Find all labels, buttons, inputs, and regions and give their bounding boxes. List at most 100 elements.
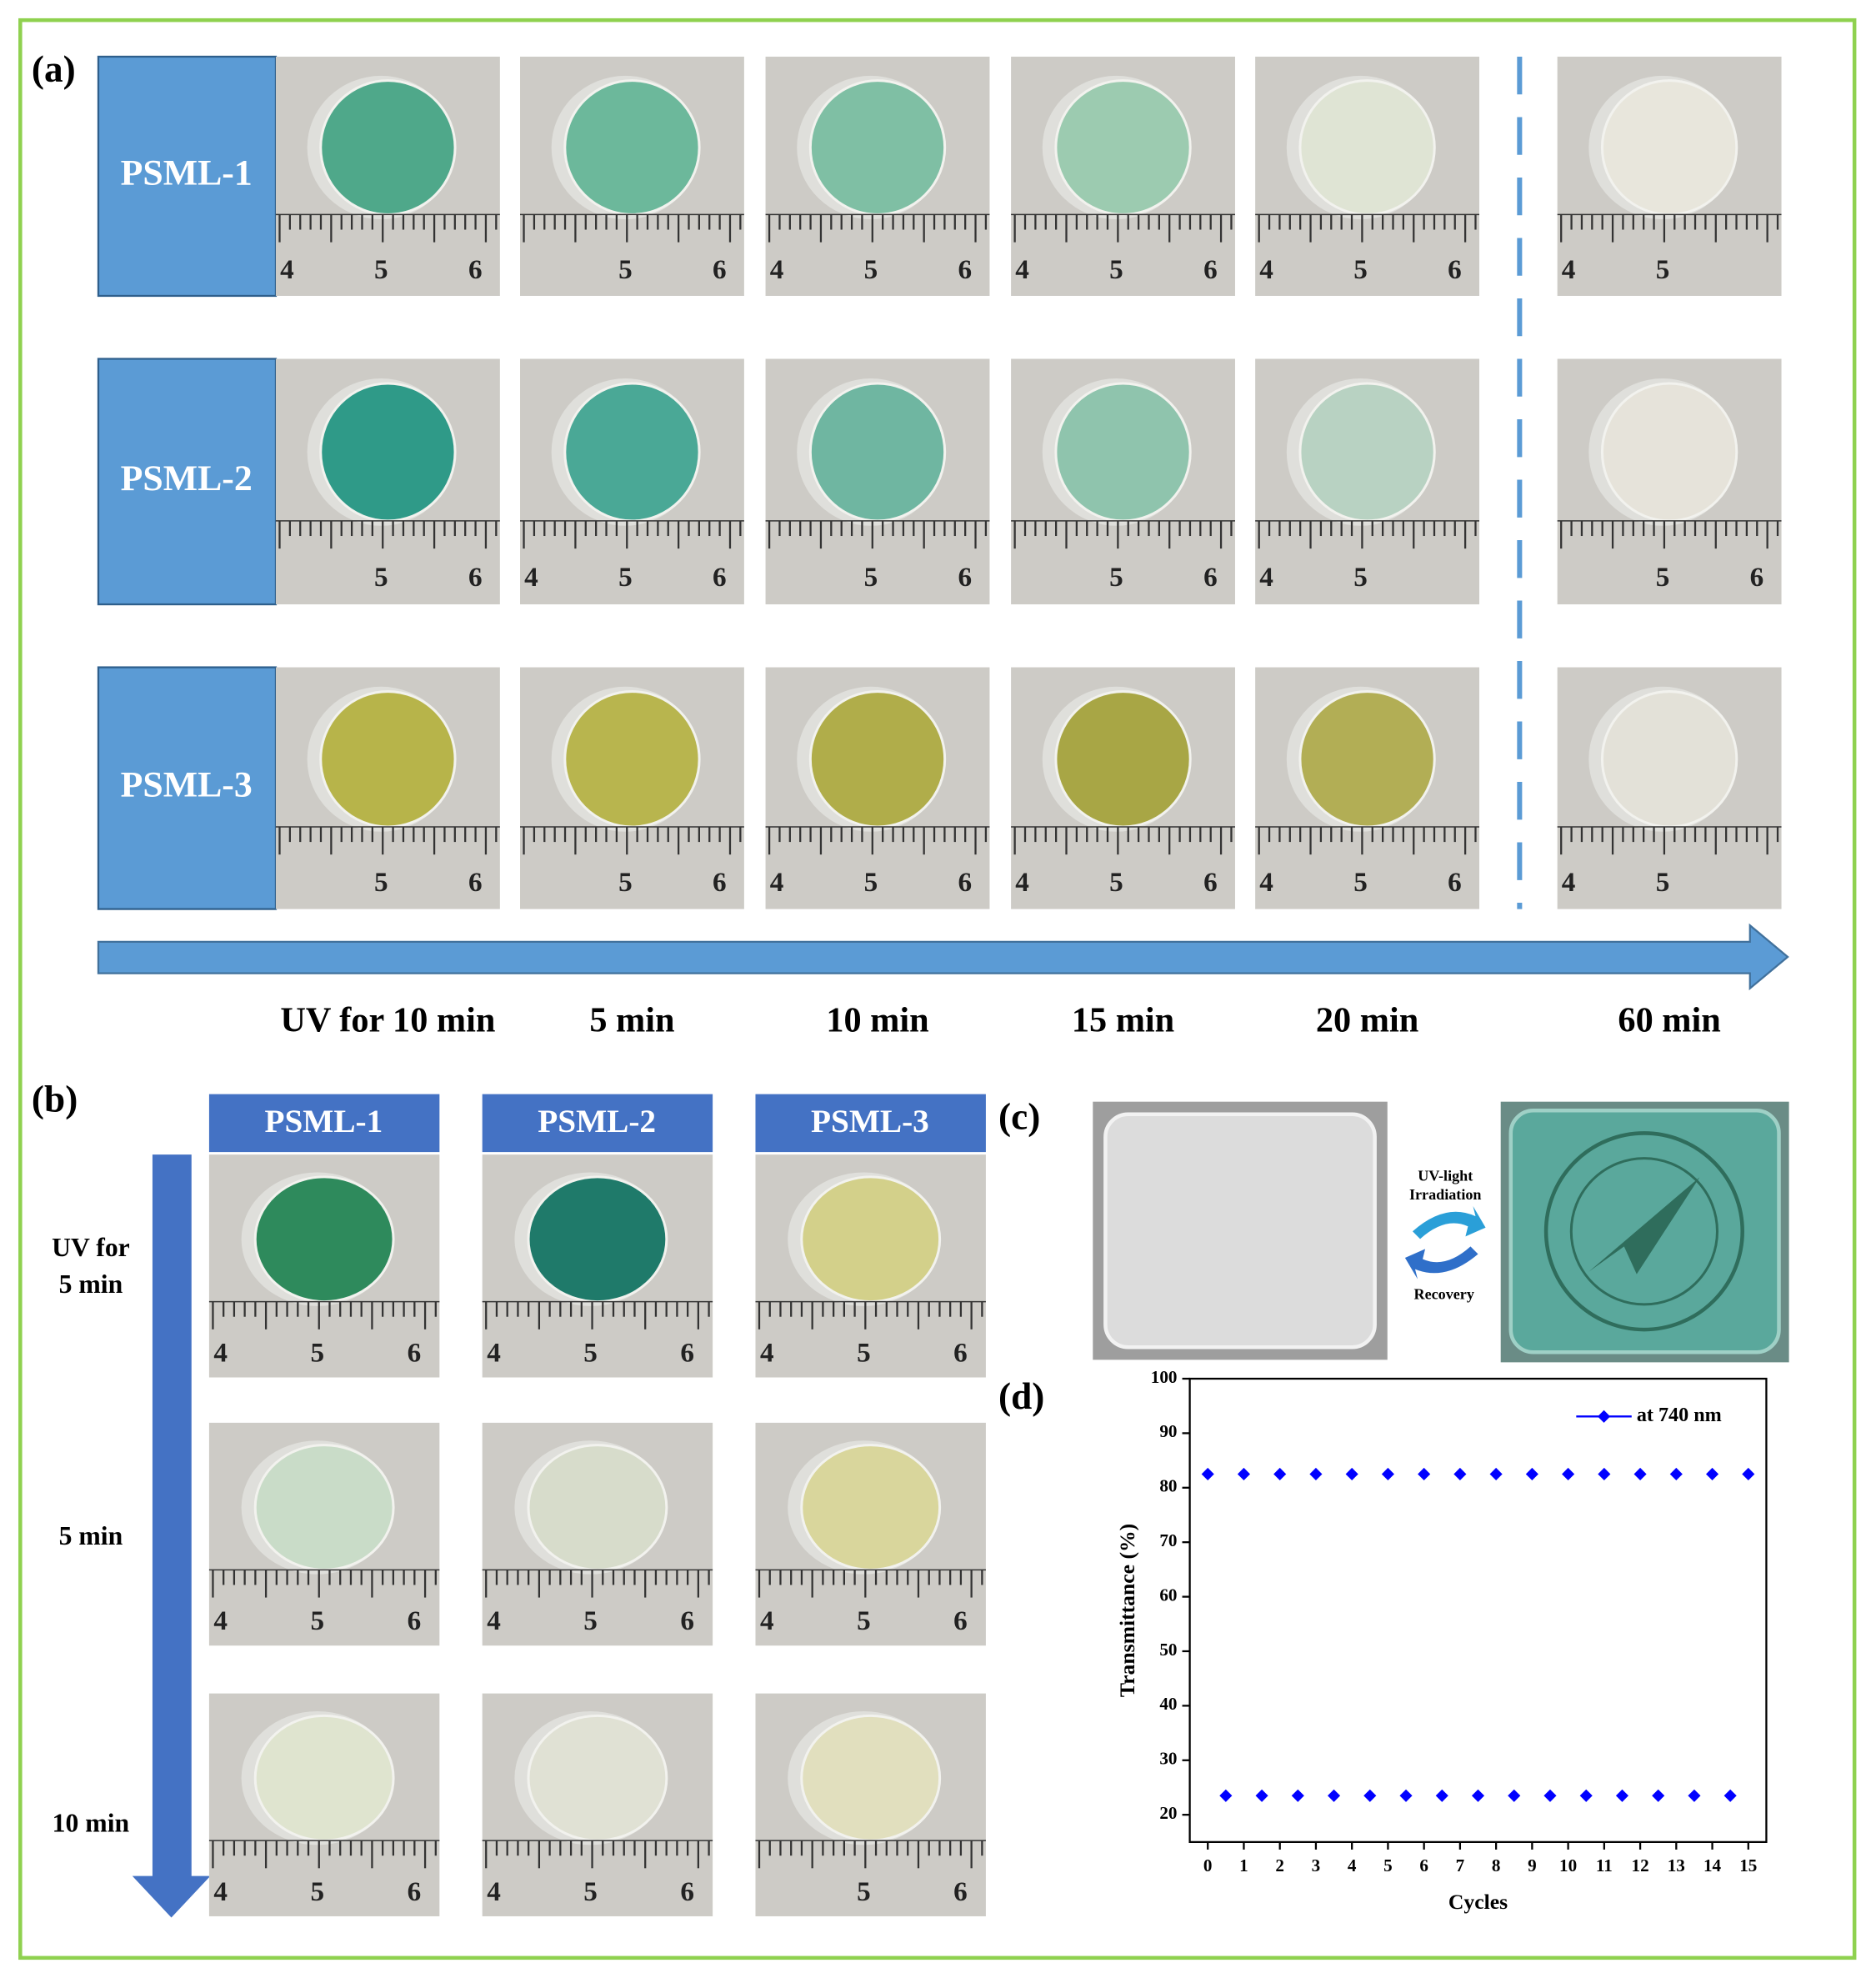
x-tick-label: 6 [1419, 1855, 1428, 1875]
ruler-label: 5 [583, 1876, 598, 1907]
photo-disc [527, 1444, 668, 1571]
time-label: 10 min [826, 1001, 928, 1040]
cycle-arrow [1404, 1246, 1478, 1279]
ruler-label: 6 [408, 1605, 422, 1636]
photo-disc [253, 1714, 395, 1842]
point [1579, 1789, 1593, 1802]
point [1471, 1789, 1485, 1802]
time-label: UV for 10 min [280, 1001, 495, 1040]
ruler-label: 5 [1353, 867, 1368, 898]
point [1328, 1789, 1341, 1802]
ruler-label: 5 [1109, 254, 1123, 285]
photo-disc [319, 79, 457, 216]
photo-disc [1054, 382, 1192, 523]
x-tick-label: 8 [1492, 1855, 1501, 1875]
frame [18, 18, 1857, 1960]
ruler-label: 6 [953, 1876, 968, 1907]
ruler-label: 5 [374, 254, 388, 285]
ruler-label: 5 [857, 1876, 871, 1907]
ruler-label: 6 [468, 254, 483, 285]
x-tick-label: 1 [1239, 1855, 1248, 1875]
ruler-label: 4 [1015, 867, 1029, 898]
ruler-label: 4 [1259, 867, 1273, 898]
ruler-label: 4 [760, 1337, 774, 1368]
point [1706, 1467, 1719, 1480]
arrow-label: Recovery [1414, 1285, 1474, 1302]
point [1237, 1467, 1251, 1480]
row-label-box [97, 666, 278, 910]
ruler-label: 4 [1015, 254, 1029, 285]
ruler-label: 6 [1203, 562, 1218, 593]
photo-disc [1298, 690, 1436, 829]
x-tick-label: 12 [1632, 1855, 1649, 1875]
ruler-label: 5 [1109, 562, 1123, 593]
x-tick-label: 5 [1383, 1855, 1393, 1875]
time-arrow [97, 923, 1789, 991]
x-tick-label: 7 [1456, 1855, 1465, 1875]
ruler-label: 6 [958, 254, 973, 285]
ruler-label: 5 [618, 254, 633, 285]
ruler-label: 5 [583, 1605, 598, 1636]
point [1309, 1467, 1323, 1480]
legend-marker [1598, 1410, 1611, 1423]
ruler-label: 5 [311, 1337, 325, 1368]
y-tick-label: 100 [1151, 1367, 1178, 1387]
photo-disc [800, 1175, 942, 1304]
plot-frame [1188, 1377, 1768, 1843]
point [1255, 1789, 1268, 1802]
y-tick-label: 90 [1159, 1421, 1177, 1441]
x-tick-label: 9 [1528, 1855, 1537, 1875]
ruler-label: 6 [680, 1876, 694, 1907]
point [1345, 1467, 1358, 1480]
ruler-label: 6 [713, 254, 727, 285]
ruler-label: 4 [760, 1605, 774, 1636]
ruler-label: 5 [864, 562, 878, 593]
photo-disc [527, 1714, 668, 1842]
time-label: 60 min [1618, 1001, 1720, 1040]
ruler-label: 5 [1353, 254, 1368, 285]
row-label-box [97, 358, 278, 606]
ruler-label: 5 [1656, 562, 1670, 593]
photo-disc [319, 690, 457, 829]
column-header: PSML-3 [811, 1104, 929, 1139]
column-header: PSML-1 [264, 1104, 383, 1139]
ruler-label: 6 [408, 1876, 422, 1907]
ruler-label: 4 [213, 1605, 228, 1636]
point [1489, 1467, 1503, 1480]
photo-disc [563, 690, 701, 829]
point [1418, 1467, 1431, 1480]
ruler-label: 6 [1750, 562, 1764, 593]
ruler-label: 6 [1203, 867, 1218, 898]
panel-label: (d) [998, 1375, 1044, 1417]
ruler-label: 5 [374, 562, 388, 593]
photo-disc [1600, 79, 1738, 216]
y-tick-label: 50 [1159, 1640, 1177, 1660]
ruler-label: 4 [1562, 867, 1576, 898]
point [1669, 1467, 1683, 1480]
point [1435, 1789, 1448, 1802]
panel-label: (b) [32, 1079, 78, 1120]
y-tick-label: 20 [1159, 1803, 1177, 1823]
row-label: 10 min [53, 1809, 130, 1838]
panel-label: (c) [998, 1096, 1040, 1138]
point [1633, 1467, 1647, 1480]
time-label: 5 min [589, 1001, 674, 1040]
ruler-label: 5 [1656, 254, 1670, 285]
film [1103, 1112, 1377, 1350]
ruler-label: 4 [770, 254, 784, 285]
photo-disc [319, 382, 457, 523]
x-tick-label: 14 [1703, 1855, 1722, 1875]
panel-label: (a) [32, 48, 76, 90]
x-tick-label: 11 [1596, 1855, 1613, 1875]
ruler-label: 4 [213, 1337, 228, 1368]
ruler-label: 6 [680, 1337, 694, 1368]
arrow-label: Irradiation [1409, 1186, 1482, 1203]
photo-disc [800, 1714, 942, 1842]
row-label: 5 min [59, 1269, 123, 1299]
point [1219, 1789, 1233, 1802]
ruler-label: 6 [958, 867, 973, 898]
ruler-label: 6 [468, 562, 483, 593]
photo-disc [800, 1444, 942, 1571]
